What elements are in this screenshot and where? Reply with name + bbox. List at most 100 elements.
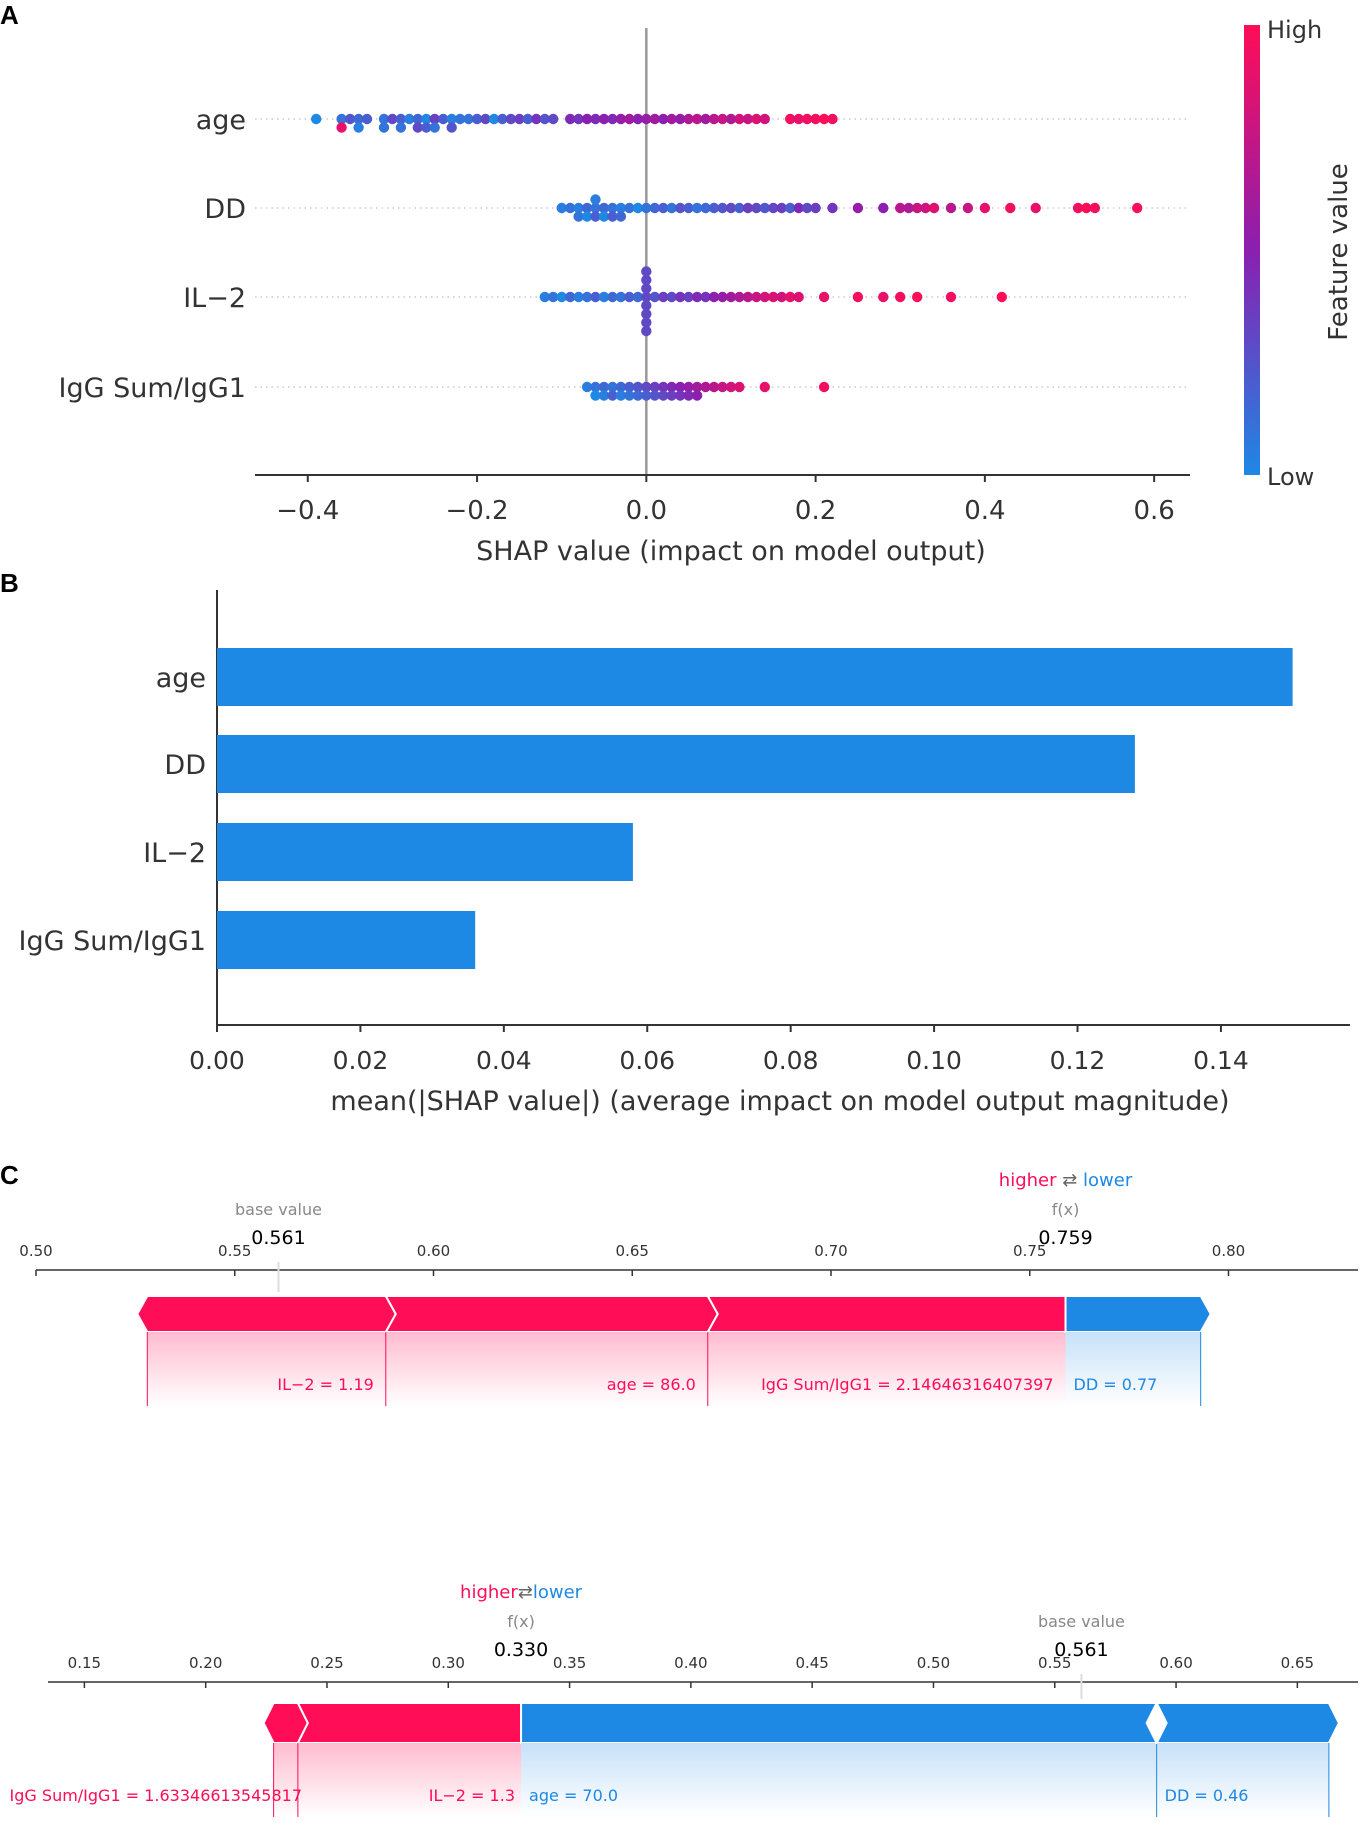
dot <box>827 202 838 214</box>
feature-label: DD <box>204 194 246 225</box>
dot <box>632 390 644 401</box>
dot <box>734 202 745 214</box>
positive-segment-1 <box>296 1702 523 1744</box>
force-tick-label: 0.75 <box>1013 1242 1046 1260</box>
dot <box>666 390 677 401</box>
negative-feature-label: DD = 0.77 <box>1074 1375 1158 1394</box>
dot <box>641 381 652 393</box>
lower-legend-text: lower <box>1083 1170 1133 1191</box>
dot <box>878 291 889 303</box>
dot <box>759 381 770 393</box>
dot <box>581 202 593 214</box>
positive-fade <box>147 1332 386 1406</box>
dot <box>683 291 694 303</box>
dot <box>708 381 720 393</box>
positive-feature-label: IL−2 = 1.19 <box>277 1375 373 1394</box>
dot <box>912 202 923 214</box>
dot <box>505 113 517 125</box>
x-tick-label: 0.00 <box>189 1046 245 1075</box>
positive-segment-1 <box>384 1295 719 1333</box>
dot <box>548 291 559 303</box>
dot <box>598 202 610 214</box>
force-tick-label: 0.55 <box>1038 1654 1071 1672</box>
legend-arrows: ⇄ <box>518 1582 533 1603</box>
dot <box>641 300 652 311</box>
dot <box>556 202 567 214</box>
force-tick-label: 0.35 <box>553 1654 586 1672</box>
dot <box>573 202 584 214</box>
category-label: age <box>156 663 206 694</box>
dot <box>920 202 931 214</box>
dot <box>641 202 652 214</box>
higher-lower-legend: higher ⇄ lower <box>999 1170 1133 1191</box>
feature-label: age <box>196 105 246 136</box>
dot <box>641 317 652 328</box>
dot <box>691 202 703 214</box>
force-plot-2: 0.15 0.20 0.25 0.30 0.35 0.40 0.45 0.50 0.55 0.60… <box>10 1582 1358 1817</box>
dot <box>488 113 500 125</box>
x-tick-label: 0.06 <box>619 1046 675 1075</box>
dot <box>412 122 423 133</box>
dot <box>454 113 466 125</box>
higher-legend-text: higher <box>460 1582 518 1603</box>
dot <box>632 381 644 393</box>
dot <box>471 113 483 125</box>
mean-shap-bar-panel: age DD IL−2 IgG Sum/IgG1 0.00 0.02 0.04 0.06 0.0… <box>19 590 1350 1117</box>
dot <box>818 291 830 303</box>
x-tick-label: 0.10 <box>906 1046 962 1075</box>
force-tick-label: 0.25 <box>310 1654 343 1672</box>
dot <box>742 291 754 303</box>
dot <box>421 113 432 125</box>
dot <box>742 113 754 125</box>
panel-label-c: C <box>0 1160 19 1190</box>
dot <box>598 113 610 125</box>
dot <box>607 211 618 222</box>
dot <box>395 113 407 125</box>
dot <box>624 390 635 401</box>
dot <box>395 122 407 133</box>
dot <box>759 291 770 303</box>
x-axis-label: mean(|SHAP value|) (average impact on mo… <box>330 1086 1229 1117</box>
dot <box>632 291 644 303</box>
dot <box>624 381 635 393</box>
force-tick-label: 0.45 <box>795 1654 828 1672</box>
dot <box>641 291 652 303</box>
negative-fade <box>1156 1743 1329 1817</box>
dot <box>683 202 694 214</box>
x-tick-label: 0.14 <box>1193 1046 1249 1075</box>
dot <box>615 381 627 393</box>
bar-2 <box>217 823 633 881</box>
x-tick-label: 0.4 <box>964 496 1005 526</box>
dot <box>556 291 567 303</box>
dot <box>734 113 745 125</box>
dot <box>878 202 889 214</box>
force-tick-label: 0.65 <box>1281 1654 1314 1672</box>
dot <box>649 390 660 401</box>
dot <box>615 211 627 222</box>
dot <box>446 113 457 125</box>
dot <box>1081 202 1092 214</box>
force-tick-label: 0.15 <box>68 1654 101 1672</box>
dot <box>666 202 677 214</box>
dot <box>751 113 762 125</box>
feature-label: IgG Sum/IgG1 <box>59 373 246 404</box>
dot <box>666 113 677 125</box>
dot <box>666 291 677 303</box>
dot <box>539 113 550 125</box>
dot <box>895 202 906 214</box>
force-tick-label: 0.70 <box>814 1242 847 1260</box>
dot <box>700 381 711 393</box>
x-tick-label: −0.2 <box>445 496 508 526</box>
dot <box>641 390 652 401</box>
dot <box>615 202 627 214</box>
dot <box>683 381 694 393</box>
dot <box>751 291 762 303</box>
dot <box>1132 202 1143 214</box>
dot <box>649 113 660 125</box>
dot <box>691 291 703 303</box>
dot <box>607 390 618 401</box>
positive-segment-2 <box>706 1295 1067 1333</box>
dot <box>378 113 390 125</box>
dot <box>590 291 601 303</box>
dot <box>404 113 415 125</box>
